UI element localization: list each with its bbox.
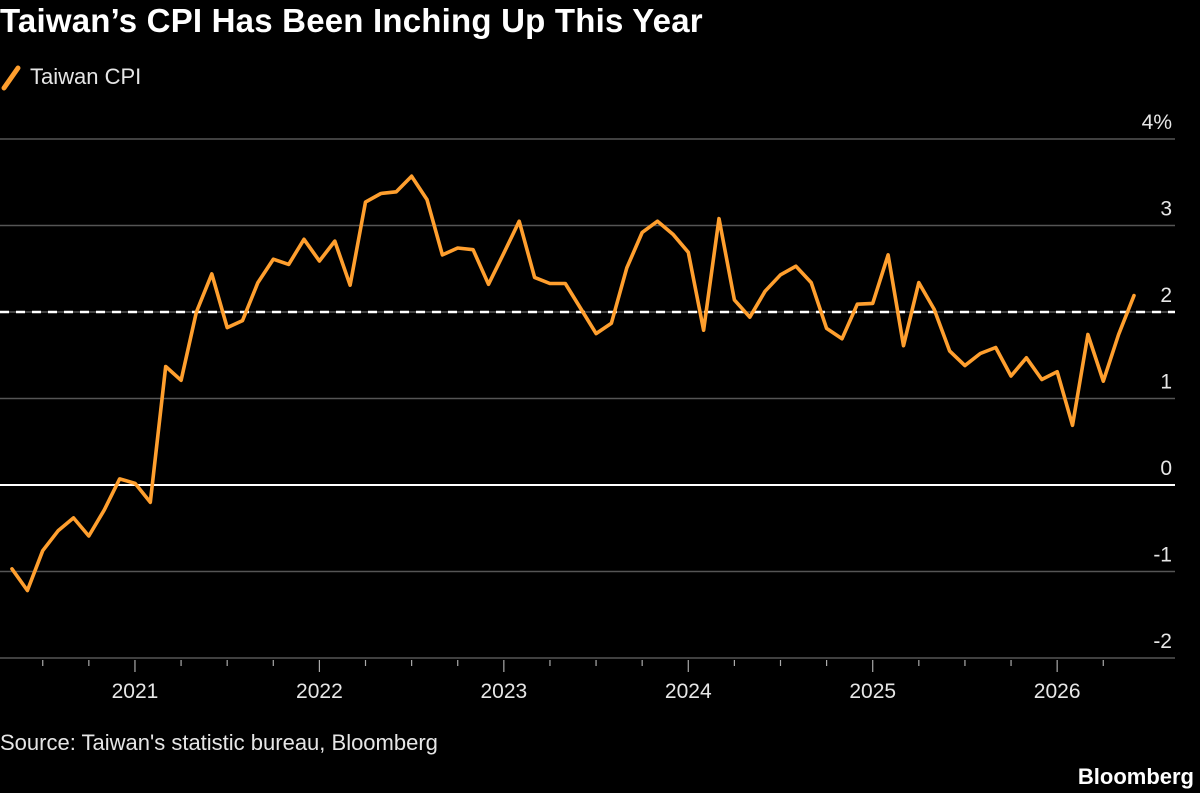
x-tick-label: 2024	[665, 680, 712, 703]
legend: Taiwan CPI	[0, 60, 141, 94]
x-tick-label: 2021	[112, 680, 159, 703]
source-note: Source: Taiwan's statistic bureau, Bloom…	[0, 730, 438, 755]
x-axis: 2021 2022 2023 2024 2025 2026	[42, 660, 1104, 703]
legend-label-taiwan-cpi: Taiwan CPI	[30, 64, 142, 89]
y-axis-tick-labels: -2 -1 0 1 2 3 4%	[1142, 111, 1172, 653]
x-tick-label: 2022	[296, 680, 343, 703]
series-line-taiwan-cpi	[10, 174, 1136, 593]
chart-title: Taiwan’s CPI Has Been Inching Up This Ye…	[0, 2, 703, 39]
y-tick-label: 2	[1160, 284, 1172, 307]
x-tick-label: 2025	[849, 680, 896, 703]
y-tick-label: 1	[1160, 371, 1172, 394]
y-tick-label: -1	[1153, 544, 1172, 567]
x-tick-label: 2023	[480, 680, 527, 703]
y-tick-label: 4%	[1142, 111, 1172, 134]
bloomberg-logo: Bloomberg	[1077, 764, 1194, 789]
y-tick-label: -2	[1153, 630, 1172, 653]
series-layer	[10, 174, 1136, 593]
legend-swatch-icon	[1, 65, 21, 91]
y-tick-label: 0	[1160, 457, 1172, 480]
grid-lines	[0, 138, 1175, 659]
x-tick-label: 2026	[1034, 680, 1081, 703]
y-tick-label: 3	[1160, 198, 1172, 221]
